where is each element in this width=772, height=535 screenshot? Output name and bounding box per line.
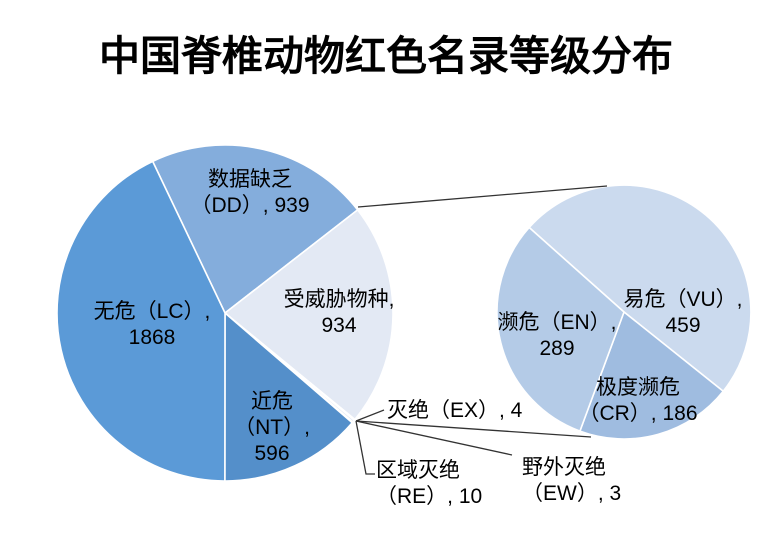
pie-label-ew: 野外灭绝（EW）, 3: [522, 456, 621, 505]
leader-line-re: [355, 420, 375, 475]
pie-label-cr: 极度濒危（CR）, 186: [578, 376, 697, 425]
pie-label-re: 区域灭绝（RE）, 10: [376, 459, 482, 508]
pie-label-en: 濒危（EN）, 289: [497, 311, 616, 360]
pie-slice-vu: [528, 184, 752, 393]
pie-label-lc: 无危（LC）, 1868: [94, 300, 211, 349]
pie-slice-dd: [151, 144, 359, 314]
pie-slice-cr: [579, 311, 725, 440]
leader-line-ex: [355, 409, 385, 422]
main-pie: [56, 144, 394, 482]
pie-label-nt: 近危（NT）, 596: [234, 390, 310, 465]
leader-line-ew: [355, 420, 513, 456]
pie-slice-lc: [56, 160, 226, 482]
series-connector-line: [357, 185, 608, 208]
pie-label-vu: 易危（VU）, 459: [623, 288, 742, 337]
pie-label-ex: 灭绝（EX）, 4: [387, 399, 523, 422]
pie-label-threatened: 受威胁物种, 934: [284, 288, 395, 337]
chart-title: 中国脊椎动物红色名录等级分布: [99, 33, 673, 79]
pie-slice-en: [496, 226, 625, 432]
pie-slice-threatened: [224, 209, 394, 421]
secondary-pie: [496, 184, 752, 440]
pie-slice-nt: [224, 312, 354, 482]
pie-label-dd: 数据缺乏（DD）, 939: [190, 168, 309, 217]
series-connector-line: [355, 420, 592, 438]
